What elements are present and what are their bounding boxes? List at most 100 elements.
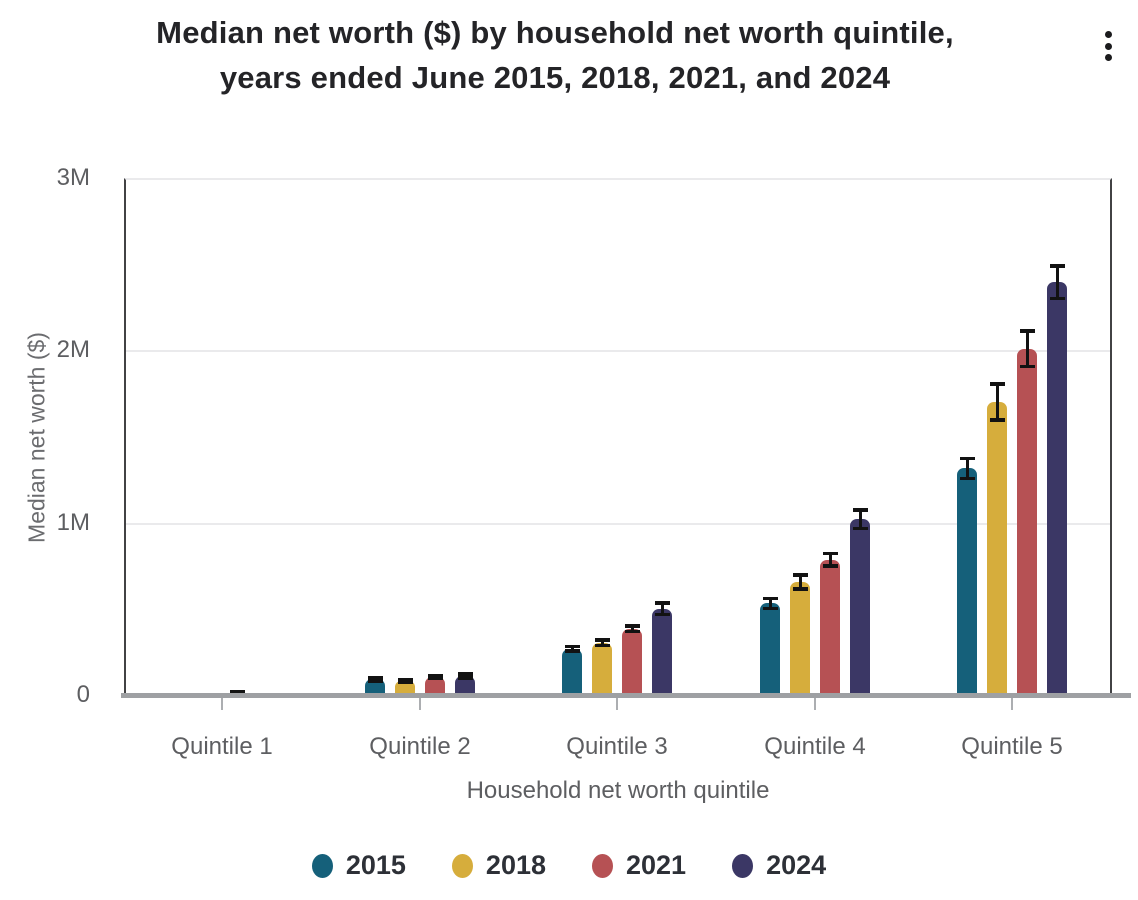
error-bar-2024-quintile-2-stem bbox=[463, 674, 467, 679]
bar-2015-quintile-2[interactable] bbox=[365, 679, 385, 695]
kebab-dot bbox=[1104, 42, 1112, 50]
bar-2021-quintile-2[interactable] bbox=[425, 677, 445, 695]
x-label-quintile-4: Quintile 4 bbox=[764, 733, 866, 760]
kebab-dot bbox=[1104, 31, 1112, 38]
error-bar-2018-quintile-4-stem bbox=[798, 574, 802, 590]
x-tick-quintile-4 bbox=[814, 698, 816, 710]
error-bar-2018-quintile-3-cap-top bbox=[594, 638, 610, 642]
error-bar-2018-quintile-4-cap-top bbox=[792, 573, 808, 577]
error-bar-2024-quintile-4-cap-bottom bbox=[852, 526, 868, 531]
error-bar-2024-quintile-2-cap-top bbox=[457, 672, 473, 676]
error-bar-2021-quintile-5-stem bbox=[1025, 330, 1029, 367]
error-bar-2015-quintile-3-cap-bottom bbox=[564, 649, 580, 653]
error-bar-2015-quintile-5-cap-bottom bbox=[959, 476, 975, 481]
legend-item-2015[interactable]: 2015 bbox=[311, 850, 406, 881]
y-tick-label-1m: 1M bbox=[56, 508, 90, 536]
x-tick-quintile-3 bbox=[616, 698, 618, 710]
bar-2024-quintile-5[interactable] bbox=[1047, 282, 1067, 695]
legend: 2015 2018 2021 2024 bbox=[0, 850, 1138, 881]
kebab-dot bbox=[1104, 54, 1112, 61]
y-tick-label-2m: 2M bbox=[56, 336, 90, 364]
bar-2021-quintile-4[interactable] bbox=[820, 559, 840, 695]
error-bar-2015-quintile-2-cap-bottom bbox=[367, 679, 383, 683]
error-bar-2018-quintile-5-stem bbox=[995, 383, 999, 421]
legend-label-2015: 2015 bbox=[345, 850, 406, 880]
error-bar-2024-quintile-3-cap-top bbox=[654, 601, 670, 605]
error-bar-2015-quintile-3-stem bbox=[570, 646, 574, 652]
x-label-quintile-5: Quintile 5 bbox=[961, 733, 1063, 760]
x-axis-baseline bbox=[121, 693, 1131, 698]
legend-label-2018: 2018 bbox=[485, 850, 546, 880]
x-tick-quintile-2 bbox=[419, 698, 421, 710]
error-bar-2015-quintile-5-stem bbox=[965, 458, 969, 479]
bar-2015-quintile-4[interactable] bbox=[760, 603, 780, 695]
error-bar-2015-quintile-4-stem bbox=[768, 598, 772, 609]
error-bar-2024-quintile-2-cap-bottom bbox=[457, 676, 473, 680]
bar-2018-quintile-2[interactable] bbox=[395, 681, 415, 695]
x-label-quintile-1: Quintile 1 bbox=[171, 733, 273, 760]
bar-2015-quintile-5[interactable] bbox=[957, 468, 977, 695]
error-bar-2021-quintile-2-cap-top bbox=[427, 674, 443, 678]
bar-2024-quintile-4[interactable] bbox=[850, 519, 870, 695]
gridline-2m bbox=[126, 350, 1110, 353]
bar-2024-quintile-2[interactable] bbox=[455, 676, 475, 695]
x-axis-title: Household net worth quintile bbox=[466, 777, 770, 804]
error-bar-2024-quintile-3-cap-bottom bbox=[654, 612, 670, 617]
kebab-menu-icon[interactable] bbox=[1096, 24, 1120, 68]
y-tick-label-3m: 3M bbox=[56, 164, 90, 191]
error-bar-2015-quintile-5-cap-top bbox=[959, 456, 975, 461]
error-bar-2021-quintile-4-cap-bottom bbox=[822, 564, 838, 568]
x-tick-quintile-5 bbox=[1011, 698, 1013, 710]
error-bar-2021-quintile-5-cap-top bbox=[1019, 329, 1035, 333]
error-bar-2021-quintile-4-cap-top bbox=[822, 551, 838, 556]
x-label-quintile-2: Quintile 2 bbox=[369, 733, 471, 760]
gridline-1m bbox=[126, 522, 1110, 525]
chart-title-line1: Median net worth ($) by household net wo… bbox=[156, 15, 954, 50]
chart-title-line2: years ended June 2015, 2018, 2021, and 2… bbox=[219, 60, 891, 95]
error-bar-2021-quintile-3-cap-bottom bbox=[624, 629, 640, 634]
bar-2015-quintile-3[interactable] bbox=[562, 648, 582, 695]
error-bar-2021-quintile-5-cap-bottom bbox=[1019, 364, 1035, 369]
y-tick-label-0: 0 bbox=[76, 681, 90, 708]
legend-label-2021: 2021 bbox=[626, 850, 687, 880]
legend-item-2021[interactable]: 2021 bbox=[592, 850, 686, 881]
error-bar-2024-quintile-4-cap-top bbox=[852, 508, 868, 512]
error-bar-2018-quintile-2-cap-top bbox=[397, 678, 413, 682]
error-bar-2021-quintile-3-stem bbox=[630, 625, 634, 632]
error-bar-2021-quintile-1-cap-top bbox=[229, 690, 245, 694]
error-bar-2018-quintile-3-cap-bottom bbox=[594, 643, 610, 648]
legend-label-2024: 2024 bbox=[766, 850, 827, 880]
error-bar-2024-quintile-5-cap-bottom bbox=[1049, 296, 1065, 301]
chart-title: Median net worth ($) by household net wo… bbox=[0, 10, 1110, 100]
error-bar-2018-quintile-4-cap-bottom bbox=[792, 587, 808, 591]
error-bar-2015-quintile-3-cap-top bbox=[564, 644, 580, 649]
x-label-quintile-3: Quintile 3 bbox=[566, 733, 668, 760]
error-bar-2018-quintile-5-cap-bottom bbox=[989, 418, 1005, 422]
error-bar-2021-quintile-2-cap-bottom bbox=[427, 676, 443, 681]
bar-2018-quintile-4[interactable] bbox=[790, 582, 810, 695]
legend-item-2024[interactable]: 2024 bbox=[732, 850, 826, 881]
error-bar-2024-quintile-3-stem bbox=[660, 602, 664, 615]
legend-marker-icon-2021 bbox=[592, 853, 613, 878]
bar-2021-quintile-3[interactable] bbox=[622, 628, 642, 695]
error-bar-2018-quintile-5-cap-top bbox=[989, 382, 1005, 386]
legend-marker-icon-2015 bbox=[311, 853, 333, 878]
error-bar-2021-quintile-4-stem bbox=[828, 553, 832, 567]
error-bar-2024-quintile-4-stem bbox=[858, 509, 862, 529]
legend-marker-icon-2024 bbox=[732, 853, 754, 878]
error-bar-2015-quintile-4-cap-bottom bbox=[762, 606, 778, 610]
legend-marker-icon-2018 bbox=[451, 853, 473, 878]
error-bar-2024-quintile-5-stem bbox=[1055, 265, 1059, 299]
error-bar-2015-quintile-4-cap-top bbox=[762, 596, 778, 601]
bar-2021-quintile-5[interactable] bbox=[1017, 348, 1037, 695]
error-bar-2021-quintile-3-cap-top bbox=[624, 624, 640, 628]
plot-area bbox=[124, 178, 1112, 696]
bar-2018-quintile-3[interactable] bbox=[592, 642, 612, 695]
x-tick-quintile-1 bbox=[221, 698, 223, 710]
bar-2024-quintile-3[interactable] bbox=[652, 608, 672, 695]
error-bar-2024-quintile-5-cap-top bbox=[1049, 264, 1065, 268]
error-bar-2018-quintile-2-cap-bottom bbox=[397, 680, 413, 685]
legend-item-2018[interactable]: 2018 bbox=[451, 850, 546, 881]
bar-2018-quintile-5[interactable] bbox=[987, 402, 1007, 695]
